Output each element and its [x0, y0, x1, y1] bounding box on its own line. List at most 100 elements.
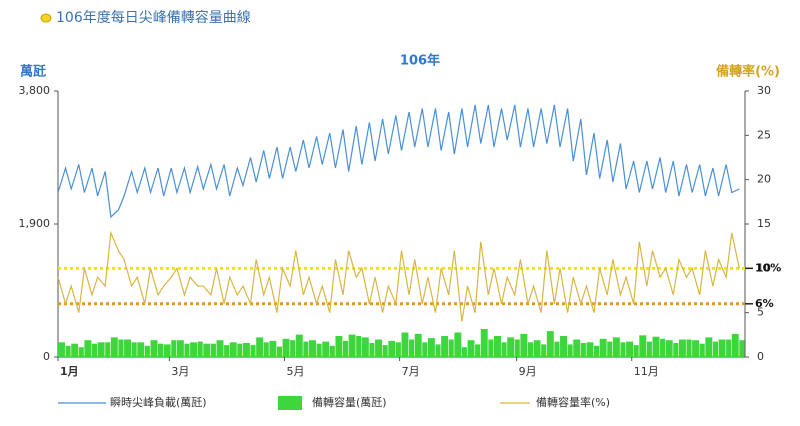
y2-tick-label: 25	[757, 128, 771, 141]
bar	[612, 337, 620, 357]
y-axis-label: 萬瓩	[20, 64, 46, 80]
bar	[210, 343, 216, 357]
bar	[216, 340, 224, 357]
bar	[507, 337, 515, 357]
bar	[58, 342, 65, 357]
legend-label: 備轉容量率(%)	[536, 395, 610, 409]
y2-tick-label: 10	[757, 261, 771, 274]
reference-label: 6%	[755, 297, 774, 310]
bar	[184, 343, 190, 357]
bar	[435, 344, 441, 357]
bar	[554, 341, 560, 357]
bar	[356, 336, 362, 357]
bar	[607, 341, 613, 357]
legend-label: 備轉容量(萬瓩)	[312, 395, 387, 409]
y2-axis-label: 備轉率(%)	[716, 64, 780, 80]
bar	[448, 339, 454, 357]
legend-swatch	[278, 396, 302, 410]
bar	[533, 340, 541, 357]
bar	[639, 335, 647, 357]
bar	[158, 343, 164, 357]
bar	[190, 342, 198, 357]
bar	[586, 342, 594, 357]
bar	[712, 341, 718, 357]
bar	[475, 344, 481, 357]
bar	[131, 342, 137, 357]
x-tick-label: 1月	[60, 365, 79, 378]
bar	[678, 339, 686, 357]
x-tick-label: 9月	[519, 365, 537, 378]
bar	[646, 341, 652, 357]
bar	[303, 341, 309, 357]
bar	[78, 347, 84, 357]
bar	[580, 343, 586, 357]
bar	[739, 340, 745, 357]
bar	[686, 339, 692, 357]
bar	[361, 337, 369, 357]
bar	[480, 329, 488, 357]
bar	[316, 343, 322, 357]
bar	[250, 345, 256, 357]
bar	[203, 343, 211, 357]
bar	[427, 338, 435, 357]
bar	[441, 336, 449, 357]
bar	[335, 336, 343, 357]
bar	[348, 334, 356, 357]
bar	[520, 333, 528, 357]
bar	[229, 342, 237, 357]
y2-tick-label: 5	[757, 306, 764, 319]
bar	[594, 345, 600, 357]
bar	[290, 340, 296, 357]
bar	[467, 340, 475, 357]
x-tick-label: 3月	[171, 365, 189, 378]
bar	[414, 333, 422, 357]
header-icon	[40, 13, 52, 23]
bar	[573, 339, 581, 357]
bar	[599, 338, 607, 357]
y-tick-label: 3,800	[19, 84, 51, 97]
bar	[493, 336, 501, 357]
bar	[726, 339, 732, 357]
x-tick-label: 11月	[634, 365, 659, 378]
bar	[454, 332, 462, 357]
bar	[256, 337, 264, 357]
y2-tick-label: 20	[757, 173, 771, 186]
bar	[488, 339, 494, 357]
bar	[705, 337, 713, 357]
bar	[633, 345, 639, 357]
bar	[461, 347, 467, 357]
bar	[692, 340, 700, 357]
bar	[673, 343, 679, 357]
bar	[137, 342, 145, 357]
line-series	[57, 230, 740, 322]
bar	[560, 336, 567, 357]
bar	[514, 339, 520, 357]
bar	[567, 344, 573, 357]
bar	[322, 341, 330, 357]
bar	[422, 342, 428, 357]
bar	[369, 343, 375, 357]
bar	[118, 339, 124, 357]
bar	[110, 337, 118, 357]
bar	[282, 338, 290, 357]
bar	[527, 342, 534, 357]
bar	[546, 331, 554, 357]
bar	[242, 343, 250, 357]
bar	[626, 341, 634, 357]
bar	[501, 342, 507, 357]
y-tick-label: 1,900	[19, 217, 51, 230]
bar	[699, 343, 705, 357]
bar	[388, 340, 396, 357]
bar	[84, 340, 92, 357]
bar	[71, 343, 79, 357]
bar	[652, 336, 660, 357]
bar	[65, 345, 71, 357]
bar	[263, 342, 269, 357]
y2-tick-label: 15	[757, 217, 771, 230]
bar	[276, 346, 282, 357]
line-series	[57, 104, 740, 219]
bar	[150, 340, 158, 357]
legend-label: 瞬時尖峰負載(萬瓩)	[110, 396, 207, 409]
y2-tick-label: 30	[757, 84, 771, 97]
bar	[395, 342, 401, 357]
